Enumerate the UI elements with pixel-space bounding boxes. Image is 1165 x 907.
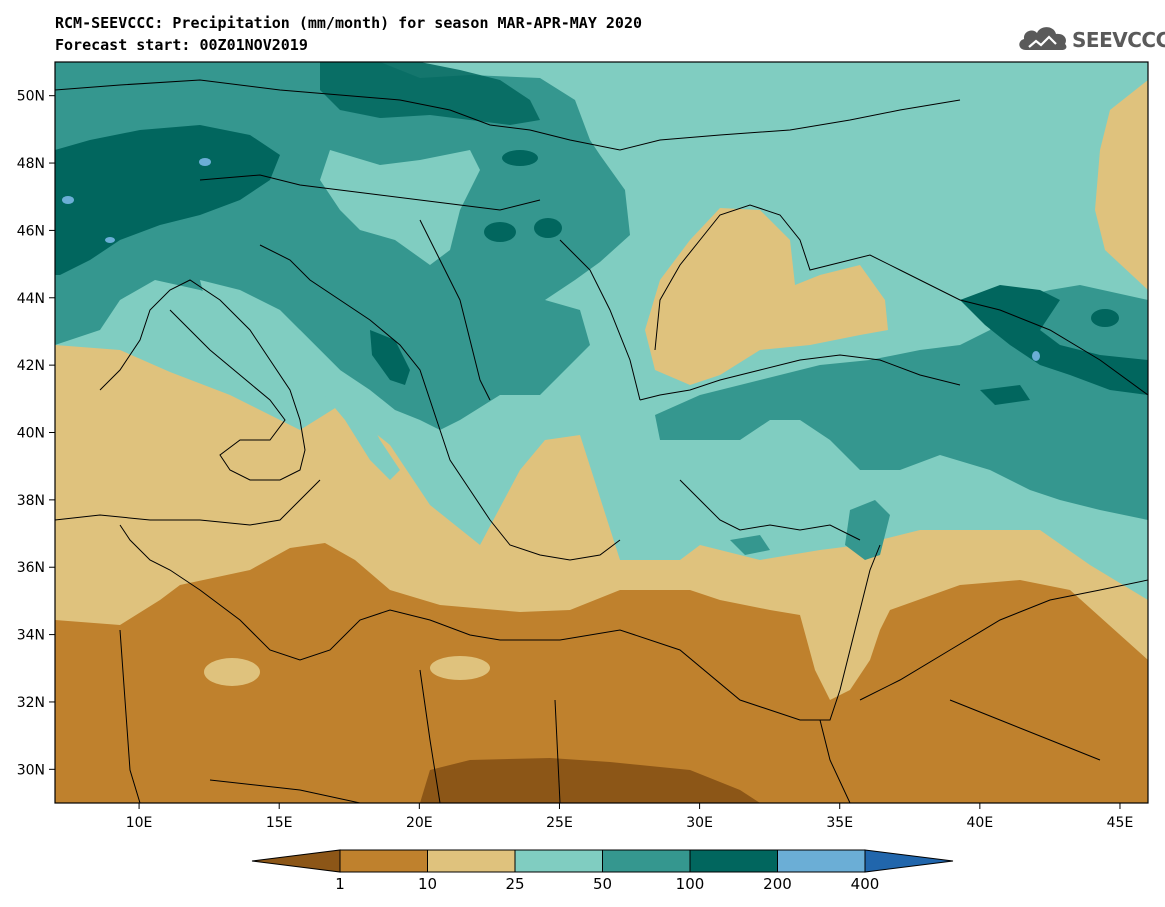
lat-tick-label: 34N (17, 628, 45, 644)
lat-tick-label: 48N (17, 156, 45, 172)
lat-tick-label: 44N (17, 291, 45, 307)
seevccc-logo: SEEVCCC (1016, 22, 1165, 56)
colorbar-level-label: 50 (593, 875, 612, 893)
colorbar-box (339, 849, 428, 873)
colorbar-level-label: 10 (418, 875, 437, 893)
lat-tick-label: 46N (17, 223, 45, 239)
lat-tick-label: 32N (17, 695, 45, 711)
logo-text: SEEVCCC (1072, 28, 1165, 52)
colorbar-level-label: 200 (763, 875, 792, 893)
lon-tick-label: 35E (826, 815, 853, 831)
colorbar-level-label: 400 (851, 875, 880, 893)
latitude-axis: 50N 48N 46N 44N 42N 40N 38N 36N 34N 32N 30N (17, 89, 55, 778)
lon-tick-label: 15E (266, 815, 293, 831)
colorbar-box (602, 849, 691, 873)
colorbar-level-label: 1 (335, 875, 345, 893)
lon-tick-label: 40E (967, 815, 994, 831)
lat-tick-label: 50N (17, 89, 45, 105)
forecast-start-label: Forecast start: 00Z01NOV2019 (55, 36, 308, 54)
lat-tick-label: 42N (17, 358, 45, 374)
lat-tick-label: 30N (17, 762, 45, 778)
lon-tick-label: 30E (686, 815, 713, 831)
map-title: RCM-SEEVCCC: Precipitation (mm/month) fo… (55, 14, 642, 32)
lat-tick-label: 36N (17, 560, 45, 576)
longitude-axis: 10E 15E 20E 25E 30E 35E 40E 45E (126, 803, 1134, 831)
colorbar-upper-triangle (864, 849, 954, 873)
lon-tick-label: 20E (406, 815, 433, 831)
cloud-icon (1019, 27, 1067, 50)
lon-tick-label: 45E (1107, 815, 1134, 831)
colorbar-box (427, 849, 516, 873)
colorbar-box (777, 849, 866, 873)
precipitation-field (55, 62, 1148, 803)
colorbar-level-label: 100 (676, 875, 705, 893)
lon-tick-label: 10E (126, 815, 153, 831)
lat-tick-label: 40N (17, 426, 45, 442)
colorbar-level-label: 25 (505, 875, 524, 893)
colorbar-lower-triangle (251, 849, 341, 873)
colorbar-box (689, 849, 778, 873)
colorbar: 1 10 25 50 100 200 400 (251, 849, 954, 893)
lat-tick-label: 38N (17, 493, 45, 509)
colorbar-box (514, 849, 603, 873)
lon-tick-label: 25E (546, 815, 573, 831)
coastlines (55, 79, 1148, 803)
